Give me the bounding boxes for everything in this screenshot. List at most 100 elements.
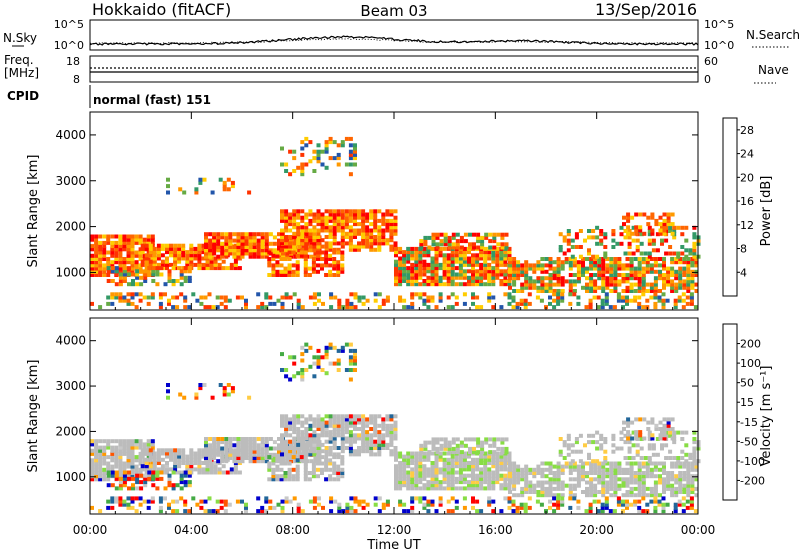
velocity-cell	[684, 430, 689, 435]
power-cell	[90, 301, 94, 306]
velocity-cell	[284, 496, 289, 501]
power-cell	[296, 301, 301, 306]
velocity-cell	[499, 473, 504, 478]
power-cell	[658, 269, 662, 274]
power-cell	[373, 247, 378, 252]
power-cell	[520, 269, 525, 274]
power-cell	[402, 259, 407, 264]
power-cell	[313, 254, 318, 259]
power-cell	[393, 222, 398, 227]
velocity-cell	[151, 476, 156, 481]
velocity-cell	[373, 446, 378, 450]
power-cell	[300, 231, 305, 236]
velocity-cell	[625, 467, 630, 472]
velocity-cell	[499, 476, 504, 481]
power-cell	[455, 245, 460, 250]
velocity-cell	[595, 446, 600, 451]
velocity-cell	[393, 446, 398, 450]
y-tick-label: 2000	[55, 424, 86, 438]
power-cell	[625, 279, 630, 284]
date-title: 13/Sep/2016	[595, 0, 697, 19]
velocity-y-axis-label: Slant Range [km]	[26, 360, 41, 473]
power-cell	[484, 232, 489, 237]
velocity-scatter-cells	[90, 342, 701, 514]
power-cell	[604, 292, 609, 297]
power-cell	[377, 247, 382, 252]
velocity-cell	[483, 476, 488, 481]
velocity-cell	[215, 499, 220, 504]
power-cell	[398, 256, 403, 261]
power-cell	[365, 238, 370, 243]
velocity-cell	[585, 493, 589, 498]
velocity-cell	[98, 458, 103, 463]
power-cell	[284, 241, 289, 246]
velocity-cell	[670, 474, 675, 479]
velocity-cell	[672, 430, 677, 435]
power-cell	[625, 276, 630, 281]
velocity-cell	[633, 499, 638, 504]
power-cell	[256, 232, 261, 237]
velocity-cell	[587, 440, 591, 445]
power-cell	[674, 285, 679, 290]
power-cell	[426, 282, 431, 287]
power-cell	[661, 301, 666, 306]
velocity-cell	[556, 480, 561, 485]
velocity-cell	[328, 467, 333, 472]
power-cell	[201, 246, 206, 251]
power-cell	[344, 235, 349, 239]
power-cell	[98, 247, 103, 252]
power-cell	[625, 285, 630, 290]
velocity-cell	[435, 437, 440, 442]
power-cell	[623, 235, 628, 240]
power-cell	[635, 245, 640, 249]
velocity-cell	[220, 456, 225, 460]
velocity-cell	[377, 452, 382, 457]
velocity-cell	[676, 430, 681, 435]
velocity-cell	[316, 414, 321, 419]
power-cell	[589, 289, 594, 293]
x-tick-label: 20:00	[579, 523, 614, 537]
power-cell	[471, 279, 475, 283]
power-cell	[264, 292, 269, 297]
power-cell	[678, 257, 683, 261]
power-cell	[304, 212, 309, 217]
velocity-cell	[287, 461, 292, 466]
power-cell	[324, 235, 329, 239]
velocity-cell	[292, 496, 297, 501]
velocity-cell	[635, 449, 640, 454]
power-cell	[90, 253, 94, 258]
power-cell	[658, 289, 662, 293]
velocity-cell	[304, 348, 309, 353]
power-cell	[653, 285, 658, 290]
power-cell	[373, 225, 378, 230]
velocity-cell	[312, 439, 317, 444]
velocity-cell	[410, 505, 415, 510]
power-cell	[281, 251, 285, 256]
power-cell	[438, 250, 443, 255]
velocity-cell	[471, 457, 475, 462]
power-cell	[183, 298, 188, 303]
power-cell	[340, 235, 345, 239]
velocity-cell	[365, 502, 370, 507]
velocity-cell	[479, 473, 484, 478]
power-cell	[674, 269, 679, 274]
velocity-cell	[625, 490, 630, 494]
velocity-cell	[637, 486, 642, 491]
power-cell	[496, 232, 501, 237]
velocity-cell	[373, 427, 378, 431]
velocity-cell	[369, 427, 374, 431]
velocity-cell	[398, 461, 403, 465]
velocity-cell	[605, 480, 610, 485]
power-cell	[134, 237, 139, 242]
power-cell	[673, 301, 678, 306]
power-cell	[475, 305, 480, 310]
power-cell	[674, 257, 679, 261]
power-cell	[556, 273, 561, 277]
velocity-cell	[336, 414, 341, 419]
power-cell	[169, 250, 173, 255]
velocity-cell	[583, 443, 587, 448]
power-cell	[637, 276, 642, 281]
velocity-cell	[365, 436, 370, 441]
velocity-cell	[495, 464, 500, 469]
velocity-cell	[353, 361, 357, 366]
